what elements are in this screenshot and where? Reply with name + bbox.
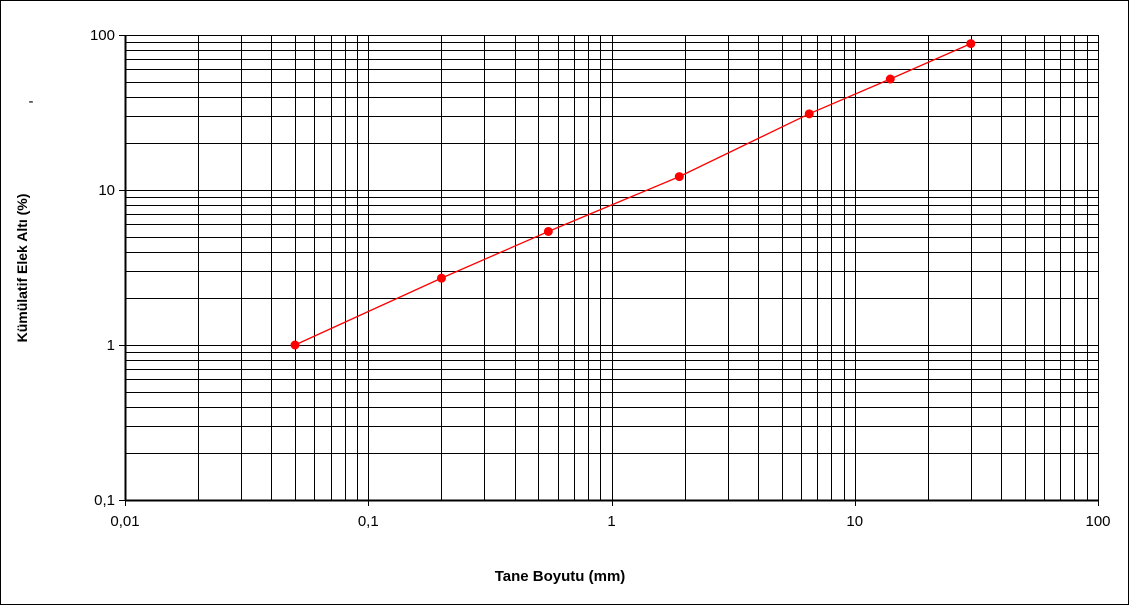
data-point [885,74,895,84]
y-axis-title: Kümülatif Elek Altı (%) [14,194,30,343]
data-series [290,39,976,350]
x-axis-title: Tane Boyutu (mm) [495,568,626,585]
small-mark-label: - [29,93,34,110]
series-line [294,43,972,346]
x-tick-label: 10 [846,513,863,530]
data-point [966,39,976,49]
x-tick-label: 0,1 [358,513,379,530]
data-point [804,109,814,119]
y-tick-label: 100 [90,27,115,44]
y-tick-label: 10 [98,182,115,199]
x-tick-label: 1 [607,513,615,530]
y-tick-label: 0,1 [94,492,115,509]
grid [119,35,1099,506]
data-point [436,273,446,283]
data-point [543,226,553,236]
y-tick-label: 1 [107,337,115,354]
data-point [290,340,300,350]
x-tick-label: 0,01 [110,513,139,530]
x-tick-label: 100 [1085,513,1110,530]
tick-labels: 0,01 0,1 1 10 100 0,1 1 10 100 [90,27,1111,530]
data-point [674,172,684,182]
